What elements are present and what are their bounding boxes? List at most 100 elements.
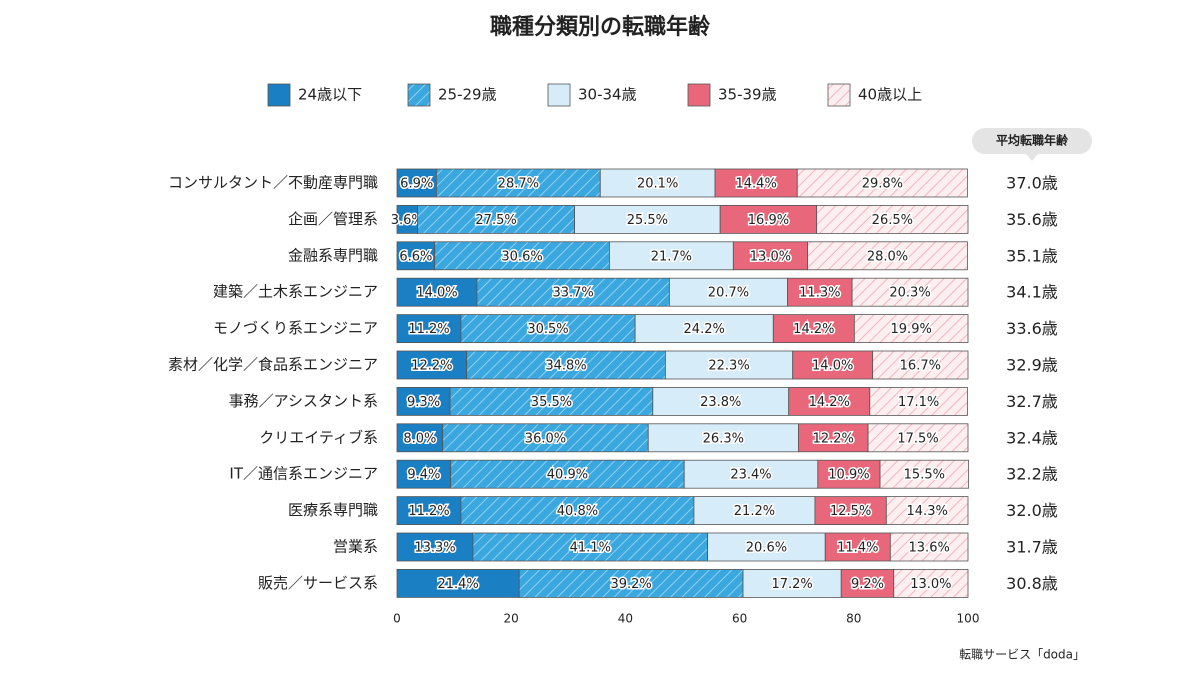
bar-segment — [634, 314, 774, 344]
bar-segment — [647, 423, 799, 453]
bar-segment — [434, 241, 610, 271]
bar-segment — [742, 569, 842, 598]
bar-segment — [396, 350, 468, 380]
x-tick-label: 80 — [846, 612, 861, 626]
legend-swatch — [547, 83, 571, 107]
value-label: 29.8% — [862, 177, 903, 192]
value-label: 13.6% — [909, 541, 950, 556]
value-label: 16.7% — [900, 359, 941, 374]
value-label: 10.9% — [828, 468, 869, 483]
legend-swatch — [407, 83, 431, 107]
bar-segment — [893, 569, 969, 598]
average-value: 32.7歳 — [1006, 392, 1058, 411]
bar-segment — [683, 459, 819, 489]
value-label: 21.7% — [651, 249, 692, 264]
bar-segment — [807, 241, 968, 271]
x-tick-label: 40 — [618, 612, 633, 626]
bar-segment — [574, 204, 721, 234]
average-header: 平均転職年齢 — [996, 133, 1069, 148]
value-label: 25.5% — [627, 213, 668, 228]
category-label: 金融系専門職 — [288, 246, 378, 264]
legend-label: 30-34歳 — [578, 86, 637, 104]
bar-segment — [693, 496, 816, 526]
average-value: 32.4歳 — [1006, 428, 1058, 447]
value-label: 30.5% — [527, 322, 568, 337]
value-label: 40.8% — [557, 504, 598, 519]
bar-segment — [787, 277, 853, 307]
value-label: 11.2% — [408, 322, 449, 337]
bar-segment — [435, 168, 601, 198]
value-label: 13.0% — [910, 577, 951, 592]
bar-segment — [796, 168, 968, 198]
value-label: 14.2% — [793, 322, 834, 337]
category-label: コンサルタント／不動産専門職 — [168, 174, 378, 192]
value-label: 39.2% — [610, 577, 651, 592]
bar-segment — [792, 350, 874, 380]
value-label: 20.3% — [889, 286, 930, 301]
value-label: 16.9% — [748, 213, 789, 228]
bar-segment — [816, 204, 969, 234]
bar-segment — [417, 204, 575, 234]
value-label: 14.0% — [416, 286, 457, 301]
bar-segment — [396, 496, 462, 526]
bar-segment — [814, 496, 887, 526]
legend-swatch — [827, 83, 851, 107]
bar-segment — [449, 386, 654, 416]
x-tick-label: 60 — [732, 612, 747, 626]
value-label: 11.3% — [799, 286, 840, 301]
x-tick-label: 20 — [504, 612, 519, 626]
average-header-bg — [972, 128, 1092, 154]
value-label: 9.3% — [407, 395, 440, 410]
value-label: 35.5% — [531, 395, 572, 410]
average-value: 32.0歳 — [1006, 501, 1058, 520]
bar-segment — [851, 277, 969, 307]
category-label: 企画／管理系 — [288, 210, 378, 228]
value-label: 15.5% — [904, 468, 945, 483]
value-label: 17.1% — [898, 395, 939, 410]
value-label: 14.4% — [736, 177, 777, 192]
value-label: 36.0% — [525, 431, 566, 446]
average-value: 37.0歳 — [1006, 174, 1058, 193]
bar-segment — [396, 459, 452, 489]
category-label: 販売／サービス系 — [258, 574, 378, 592]
value-label: 34.8% — [545, 359, 586, 374]
value-label: 17.2% — [771, 577, 812, 592]
value-label: 14.0% — [812, 359, 853, 374]
category-label: モノづくり系エンジニア — [213, 319, 378, 337]
bar-segment — [869, 386, 968, 416]
bar-segment — [668, 277, 788, 307]
value-label: 23.8% — [700, 395, 741, 410]
value-label: 21.4% — [437, 577, 478, 592]
average-value: 30.8歳 — [1006, 574, 1058, 593]
value-label: 6.9% — [400, 177, 433, 192]
legend-label: 25-29歳 — [438, 86, 497, 104]
legend-label: 35-39歳 — [718, 86, 777, 104]
bar-segment — [609, 241, 734, 271]
bar-segment — [396, 423, 444, 453]
value-label: 20.7% — [708, 286, 749, 301]
legend-swatch — [267, 83, 291, 107]
bar-segment — [652, 386, 790, 416]
average-value: 35.6歳 — [1006, 210, 1058, 229]
category-label: IT／通信系エンジニア — [229, 465, 378, 483]
average-value: 33.6歳 — [1006, 319, 1058, 338]
bar-segment — [872, 350, 969, 380]
value-label: 6.6% — [399, 249, 432, 264]
bar-segment — [772, 314, 855, 344]
value-label: 11.4% — [837, 541, 878, 556]
value-label: 12.5% — [830, 504, 871, 519]
value-label: 19.9% — [891, 322, 932, 337]
value-label: 9.4% — [407, 468, 440, 483]
chart-title: 職種分類別の転職年齢 — [490, 14, 711, 40]
value-label: 8.0% — [403, 431, 436, 446]
value-label: 28.0% — [867, 249, 908, 264]
value-label: 12.2% — [411, 359, 452, 374]
average-value: 32.9歳 — [1006, 356, 1058, 375]
bar-segment — [817, 459, 881, 489]
value-label: 20.6% — [746, 541, 787, 556]
value-label: 14.2% — [809, 395, 850, 410]
value-label: 40.9% — [547, 468, 588, 483]
category-label: 事務／アシスタント系 — [229, 392, 378, 410]
bar-segment — [719, 204, 818, 234]
